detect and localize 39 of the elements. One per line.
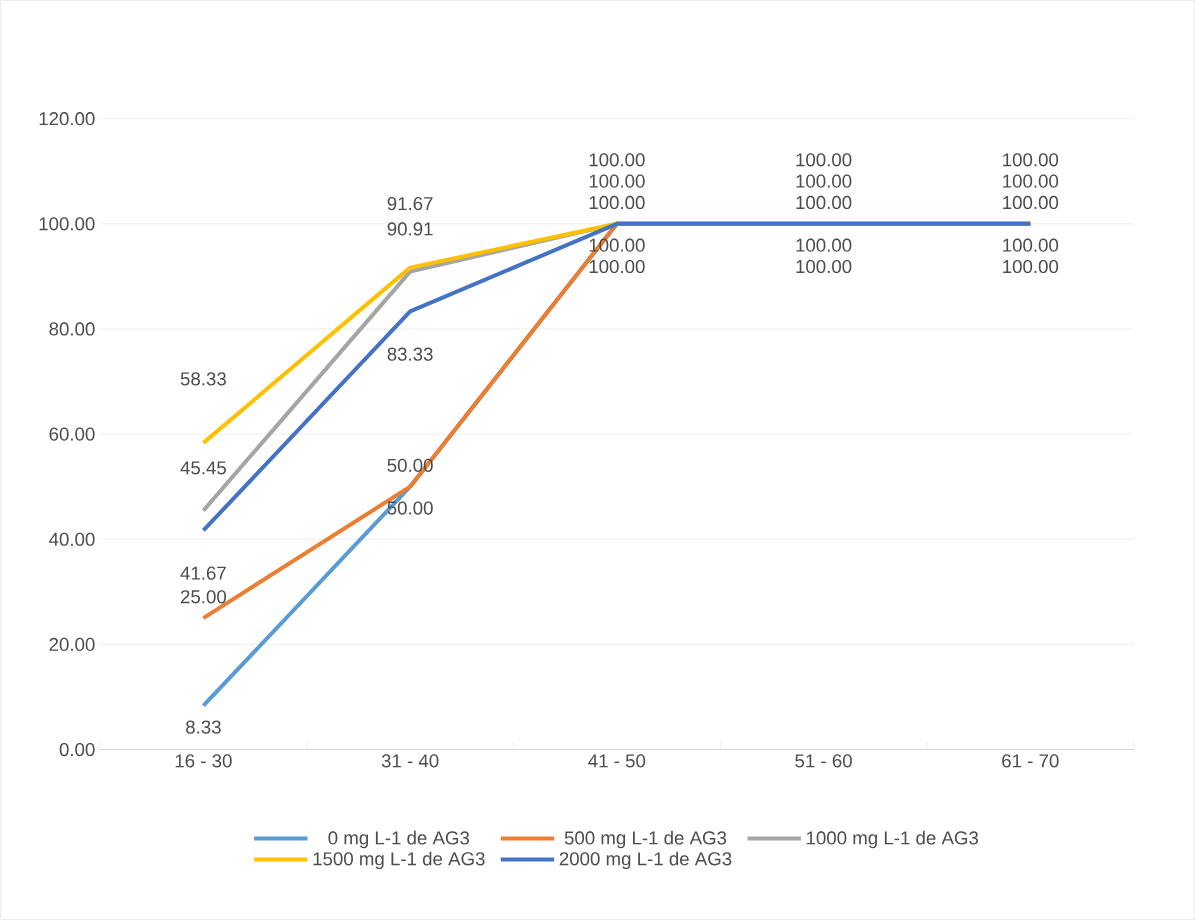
y-tick-label: 60.00: [49, 427, 95, 441]
data-label: 100.00: [589, 195, 645, 209]
data-label: 100.00: [589, 259, 645, 273]
y-tick-label: 0.00: [59, 742, 95, 757]
legend-label: 0 mg L-1 de AG3: [328, 830, 470, 849]
data-label: 45.45: [180, 461, 226, 475]
legend-label: 2000 mg L-1 de AG3: [559, 851, 732, 869]
data-label: 8.33: [186, 720, 221, 734]
y-tick-label: 20.00: [49, 637, 95, 651]
data-label: 91.67: [387, 196, 433, 211]
data-label: 90.91: [387, 222, 433, 236]
y-tick-label: 120.00: [39, 111, 95, 126]
x-tick-label: 16 - 30: [175, 754, 232, 768]
data-label: 58.33: [180, 372, 226, 386]
data-label: 100.00: [1003, 174, 1059, 188]
data-label: 100.00: [1003, 195, 1059, 209]
data-label: 100.00: [1003, 238, 1059, 252]
data-label: 100.00: [1003, 153, 1059, 167]
data-label: 41.67: [180, 566, 226, 580]
x-tick-label: 61 - 70: [1002, 754, 1059, 768]
x-tick-label: 31 - 40: [381, 754, 439, 768]
legend-label: 500 mg L-1 de AG3: [564, 830, 727, 849]
data-label: 83.33: [387, 347, 433, 361]
data-label: 100.00: [796, 174, 852, 188]
data-label: 25.00: [180, 590, 227, 604]
legend-label: 1500 mg L-1 de AG3: [313, 851, 485, 869]
y-tick-label: 80.00: [49, 322, 95, 336]
data-label: 100.00: [796, 259, 852, 273]
x-tick-label: 51 - 60: [795, 754, 852, 768]
x-tick-label: 41 - 50: [588, 754, 646, 768]
data-label: 100.00: [796, 238, 852, 252]
data-label: 100.00: [796, 153, 852, 167]
data-label: 100.00: [796, 195, 852, 209]
legend-label: 1000 mg L-1 de AG3: [806, 830, 979, 849]
y-tick-label: 100.00: [39, 217, 95, 231]
data-label: 100.00: [1003, 259, 1059, 273]
data-label: 100.00: [589, 153, 645, 167]
y-tick-label: 40.00: [49, 532, 95, 546]
data-label: 100.00: [589, 174, 645, 188]
